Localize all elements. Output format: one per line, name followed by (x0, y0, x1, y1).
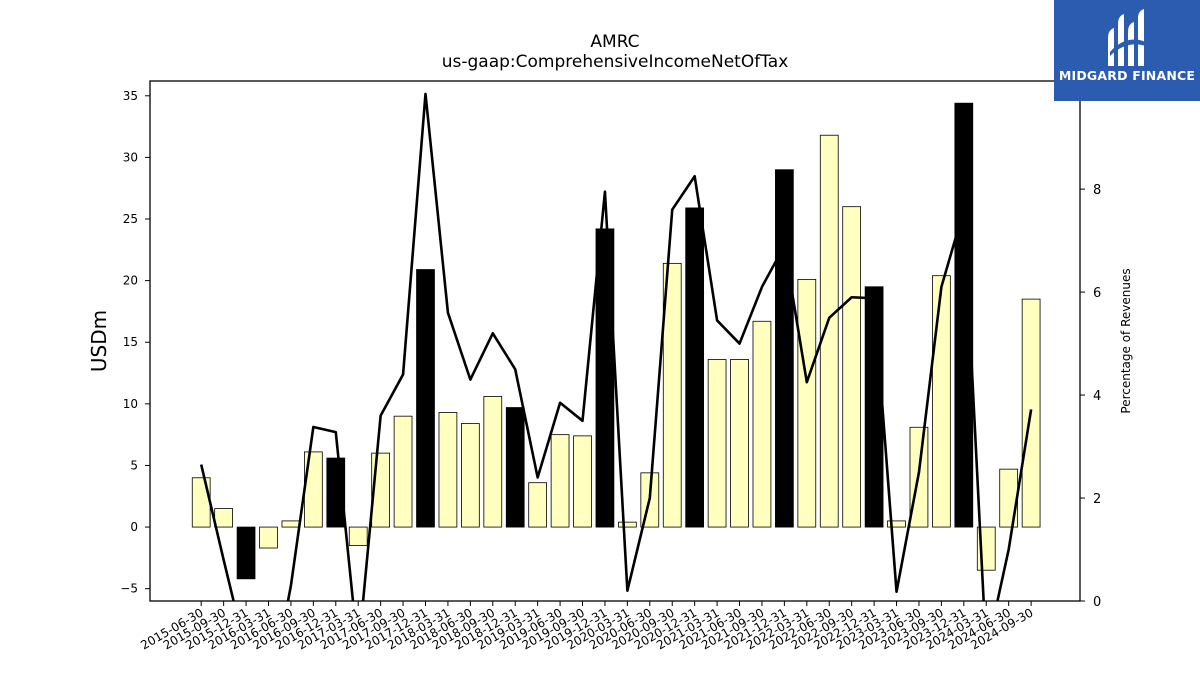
y-axis-label: USDm (87, 310, 111, 372)
y-tick-label: 30 (123, 150, 138, 164)
y-tick-label: 15 (123, 335, 138, 349)
chart-title: AMRC (590, 32, 640, 52)
bar (528, 482, 548, 528)
bar (707, 359, 727, 528)
bar (595, 228, 615, 528)
bar (954, 102, 974, 528)
y2-tick-label: 2 (1093, 492, 1101, 507)
y2-tick-label: 0 (1093, 595, 1101, 610)
y-tick-label: 20 (123, 274, 138, 288)
chart-subtitle: us-gaap:ComprehensiveIncomeNetOfTax (441, 52, 789, 72)
y2-tick-label: 6 (1093, 286, 1101, 301)
bar (662, 262, 682, 528)
bar (461, 423, 480, 528)
y2-axis-label: Percentage of Revenues (1119, 268, 1133, 413)
bar (842, 206, 862, 528)
bar (438, 412, 458, 528)
y-tick-label: 5 (130, 458, 138, 472)
bar (348, 526, 368, 546)
bar (281, 520, 301, 528)
ratio-line (199, 92, 1033, 601)
bar (550, 434, 570, 528)
bar (819, 134, 839, 528)
bar-group (191, 102, 1041, 580)
bar (797, 278, 817, 528)
bar (618, 521, 637, 528)
logo-mark-icon (1108, 9, 1146, 66)
y2-tick-label: 8 (1093, 183, 1101, 198)
bar (236, 526, 256, 580)
bar (259, 526, 278, 549)
bar (505, 407, 525, 528)
bar (191, 477, 211, 528)
bar (775, 169, 794, 528)
midgard-finance-logo: MIDGARD FINANCE (1054, 0, 1200, 101)
bar (685, 207, 705, 528)
y-tick-label: 0 (130, 520, 138, 534)
bar (416, 269, 435, 528)
bar (573, 435, 592, 528)
plot-frame (149, 80, 1081, 602)
y-tick-label: 35 (123, 89, 138, 103)
bar (730, 359, 749, 528)
y-tick-label: 10 (123, 397, 138, 411)
bar (752, 320, 772, 528)
y-tick-label: −5 (120, 582, 138, 596)
bar (393, 415, 413, 528)
y2-tick-label: 4 (1093, 389, 1101, 404)
bar (887, 520, 906, 528)
logo-text: MIDGARD FINANCE (1058, 68, 1196, 83)
bar (932, 275, 951, 528)
bar (214, 508, 233, 528)
bar (864, 286, 884, 528)
bar (483, 396, 503, 528)
y-tick-label: 25 (123, 212, 138, 226)
